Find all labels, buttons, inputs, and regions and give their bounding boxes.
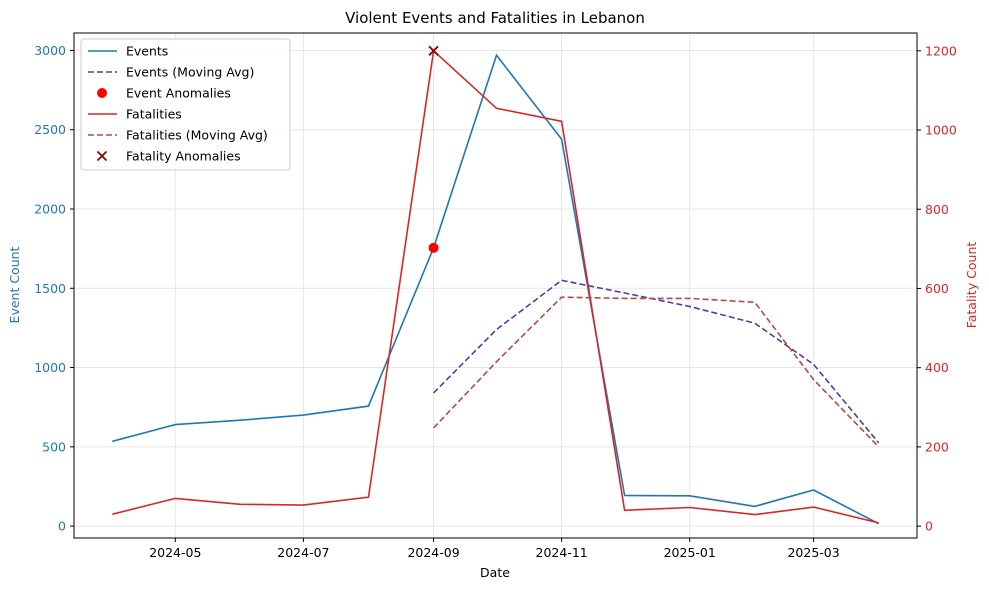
- y-axis-right-title: Fatality Count: [964, 242, 979, 329]
- y-left-tick-label: 1500: [34, 281, 66, 296]
- legend-swatch: [96, 150, 108, 162]
- y-left-tick-label: 0: [58, 519, 66, 534]
- y-left-tick-label: 3000: [34, 43, 66, 58]
- y-right-tick-label: 600: [925, 281, 949, 296]
- series-line-fatalities: [112, 49, 879, 524]
- legend-item: Fatalities (Moving Avg): [88, 128, 268, 143]
- series-line-fatalities-moving-avg: [433, 296, 880, 448]
- plot-frame: [73, 32, 918, 539]
- y-left-tick-label: 1000: [34, 360, 66, 375]
- y-right-tick-label: 200: [925, 439, 949, 454]
- fatality-anomaly-point: [428, 45, 439, 56]
- legend-label: Fatality Anomalies: [126, 149, 241, 164]
- x-tick-label: 2025-03: [787, 545, 839, 560]
- legend-swatch: [97, 88, 107, 98]
- right-axis: 0 200 400 600 800 1000 1200: [917, 43, 957, 534]
- y-right-tick-label: 1200: [925, 43, 957, 58]
- left-axis: 0 500 1000 1500 2000 2500 3000: [34, 43, 74, 534]
- legend: Events Events (Moving Avg) Event Anomalies…: [80, 38, 291, 171]
- series-line-events-moving-avg: [433, 279, 880, 444]
- legend-item: Fatalities: [88, 107, 182, 122]
- legend-item: Events (Moving Avg): [88, 65, 254, 80]
- x-tick-label: 2024-11: [536, 545, 588, 560]
- legend-label: Event Anomalies: [126, 86, 231, 101]
- legend-label: Fatalities: [126, 107, 182, 122]
- legend-item: Events: [88, 44, 168, 59]
- legend-label: Events (Moving Avg): [126, 65, 254, 80]
- x-tick-label: 2025-01: [664, 545, 716, 560]
- x-tick-label: 2024-07: [277, 545, 329, 560]
- series-line-events: [112, 53, 880, 525]
- y-left-tick-label: 500: [42, 439, 66, 454]
- legend-label: Events: [126, 44, 168, 59]
- y-right-tick-label: 0: [925, 519, 933, 534]
- y-axis-left-title: Event Count: [7, 246, 22, 323]
- y-right-tick-label: 800: [925, 202, 949, 217]
- y-right-tick-label: 400: [925, 360, 949, 375]
- x-tick-label: 2024-05: [149, 545, 201, 560]
- x-axis: 2024-05 2024-07 2024-09 2024-11 2025-01 2025-…: [149, 538, 840, 560]
- y-left-tick-label: 2500: [34, 122, 66, 137]
- fatality-anomaly-x-stroke: [428, 45, 439, 56]
- legend-label: Fatalities (Moving Avg): [126, 128, 268, 143]
- event-anomaly-point: [428, 242, 439, 253]
- y-right-tick-label: 1000: [925, 123, 957, 138]
- legend-box: [80, 38, 291, 171]
- legend-item: Fatality Anomalies: [96, 149, 241, 164]
- chart-title: Violent Events and Fatalities in Lebanon: [345, 9, 645, 27]
- x-axis-title: Date: [480, 565, 510, 580]
- x-tick-label: 2024-09: [407, 545, 459, 560]
- series-layer: [112, 45, 880, 525]
- legend-item: Event Anomalies: [97, 86, 231, 101]
- y-left-tick-label: 2000: [34, 201, 66, 216]
